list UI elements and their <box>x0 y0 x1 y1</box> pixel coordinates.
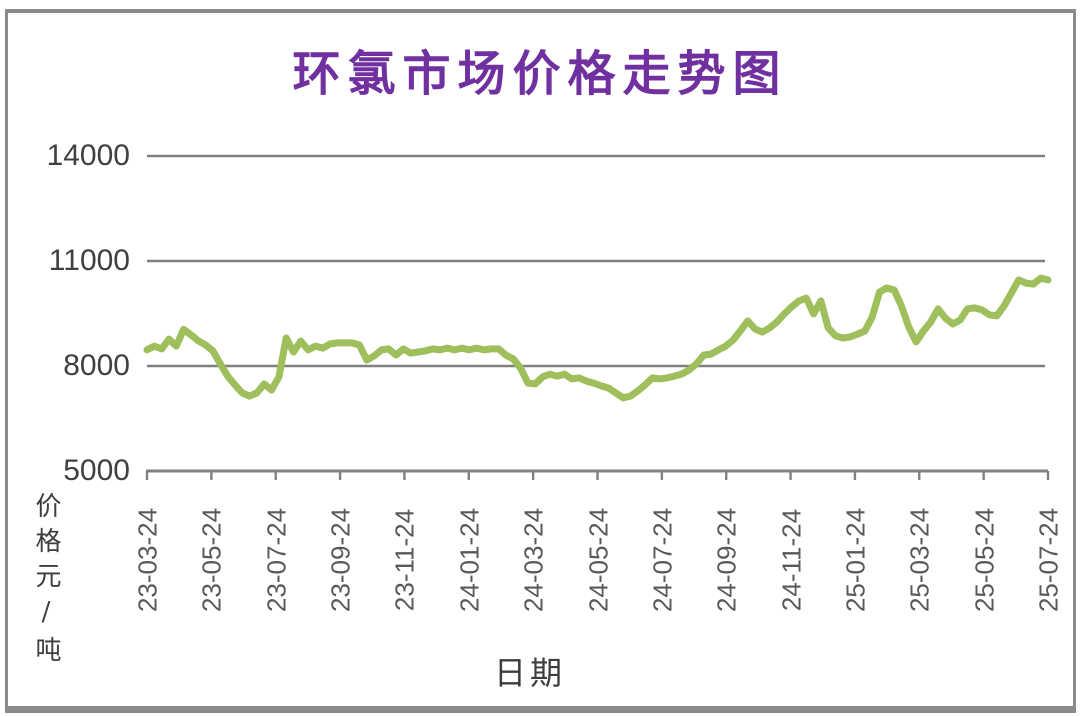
x-tick-label: 24-09-24 <box>711 507 742 613</box>
x-tick-label: 24-03-24 <box>518 507 549 613</box>
x-tick-label: 25-07-24 <box>1033 507 1064 613</box>
y-axis-title: 价格元/吨 <box>31 492 61 671</box>
y-tick-label: 14000 <box>46 139 130 172</box>
x-tick-label: 24-07-24 <box>647 507 678 613</box>
x-tick-label: 25-03-24 <box>904 507 935 613</box>
x-tick-label: 23-05-24 <box>196 507 227 613</box>
x-tick-label: 23-11-24 <box>389 508 420 612</box>
y-tick-label: 8000 <box>63 349 130 382</box>
x-tick-label: 24-05-24 <box>583 507 613 613</box>
chart-title: 环氯市场价格走势图 <box>292 46 788 102</box>
x-tick-label: 23-07-24 <box>261 507 292 613</box>
y-tick-label: 5000 <box>63 454 130 487</box>
chart-frame <box>5 9 1076 713</box>
x-axis-title: 日期 <box>493 654 566 692</box>
x-tick-label: 25-05-24 <box>969 507 1000 613</box>
price-series-line <box>143 274 1052 402</box>
x-tick-label: 23-03-24 <box>132 507 163 613</box>
y-tick-label: 11000 <box>48 244 130 277</box>
x-tick-label: 25-01-24 <box>840 507 871 613</box>
x-tick-label: 23-09-24 <box>325 507 356 613</box>
x-tick-label: 24-01-24 <box>454 507 485 613</box>
x-tick-label: 24-11-24 <box>776 508 807 612</box>
